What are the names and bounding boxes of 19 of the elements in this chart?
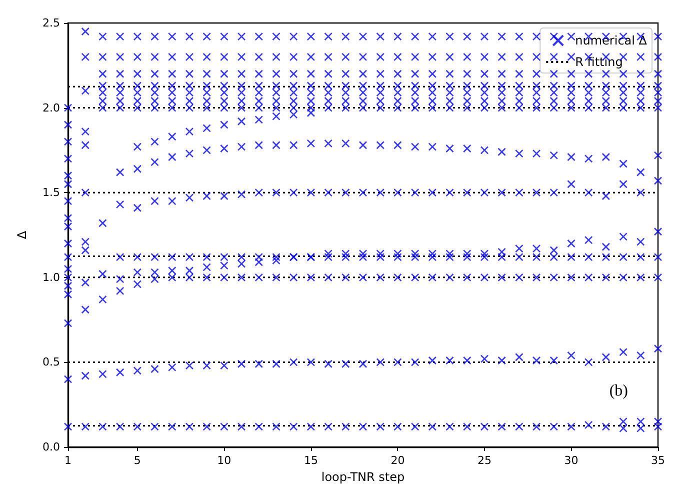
y-tick-label: 2.5	[42, 16, 60, 30]
y-tick-label: 0.5	[42, 356, 60, 369]
y-tick-label: 1.0	[42, 270, 60, 284]
x-axis-title: loop-TNR step	[321, 470, 405, 484]
annotation: (b)	[609, 382, 628, 400]
legend-label: numerical Δ	[575, 34, 648, 48]
x-tick-label: 25	[477, 454, 492, 467]
x-tick-label: 20	[390, 454, 405, 467]
y-axis-title: Δ	[15, 230, 29, 240]
legend-label: R fitting	[575, 55, 623, 69]
x-tick-label: 15	[304, 454, 318, 467]
x-tick-label: 1	[64, 454, 72, 467]
x-tick-label: 30	[564, 454, 578, 467]
x-tick-label: 35	[651, 454, 665, 467]
x-tick-label: 5	[134, 454, 141, 467]
y-tick-label: 0.0	[42, 440, 60, 454]
x-tick-label: 10	[217, 454, 232, 467]
y-tick-label: 2.0	[42, 101, 60, 114]
y-tick-label: 1.5	[42, 186, 60, 200]
